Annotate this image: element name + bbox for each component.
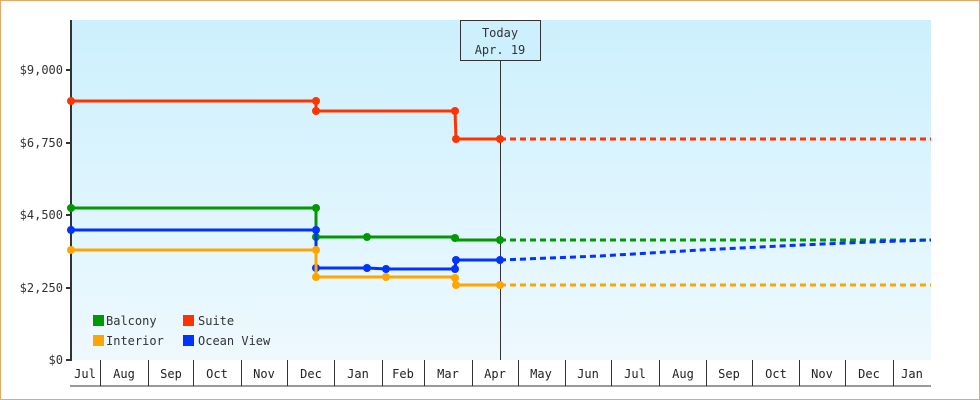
x-month-label: Aug bbox=[672, 367, 694, 381]
y-tick-label: $0 bbox=[49, 353, 63, 367]
legend: Balcony Suite Interior Ocean View bbox=[93, 314, 271, 348]
x-month-label: Apr bbox=[484, 367, 506, 381]
x-month-label: Jan bbox=[347, 367, 369, 381]
y-tick-label: $4,500 bbox=[20, 208, 63, 222]
today-label-box bbox=[460, 20, 541, 61]
x-month-label: Oct bbox=[206, 367, 228, 381]
today-label: Today bbox=[482, 26, 518, 40]
x-month-label: Mar bbox=[437, 367, 459, 381]
x-axis bbox=[70, 360, 931, 387]
x-month-label: Nov bbox=[811, 367, 833, 381]
y-tick-label: $2,250 bbox=[20, 281, 63, 295]
legend-label-ocean-view: Ocean View bbox=[198, 334, 271, 348]
legend-swatch-ocean-view bbox=[183, 335, 194, 346]
x-month-label: Jan bbox=[901, 367, 923, 381]
x-month-label: Jun bbox=[577, 367, 599, 381]
x-month-label: Dec bbox=[858, 367, 880, 381]
plot-area bbox=[72, 20, 931, 360]
legend-label-interior: Interior bbox=[106, 334, 164, 348]
x-month-label: Dec bbox=[300, 367, 322, 381]
y-tick-label: $6,750 bbox=[20, 136, 63, 150]
legend-label-suite: Suite bbox=[198, 314, 234, 328]
legend-swatch-balcony bbox=[93, 315, 104, 326]
x-month-label: Jul bbox=[624, 367, 646, 381]
legend-swatch-interior bbox=[93, 335, 104, 346]
y-ticks bbox=[66, 69, 71, 361]
x-month-label: Nov bbox=[253, 367, 275, 381]
series-interior bbox=[67, 246, 931, 289]
x-month-label: Feb bbox=[392, 367, 414, 381]
x-month-label: Sep bbox=[718, 367, 740, 381]
series-balcony bbox=[67, 204, 931, 244]
x-month-label: Aug bbox=[113, 367, 135, 381]
legend-label-balcony: Balcony bbox=[106, 314, 157, 328]
x-month-label: May bbox=[530, 367, 552, 381]
series-ocean-view bbox=[67, 226, 932, 273]
legend-swatch-suite bbox=[183, 315, 194, 326]
series-suite bbox=[67, 97, 931, 143]
x-month-label: Jul bbox=[74, 367, 96, 381]
y-tick-label: $9,000 bbox=[20, 63, 63, 77]
today-date: Apr. 19 bbox=[475, 43, 526, 57]
x-month-label: Sep bbox=[160, 367, 182, 381]
x-month-label: Oct bbox=[765, 367, 787, 381]
